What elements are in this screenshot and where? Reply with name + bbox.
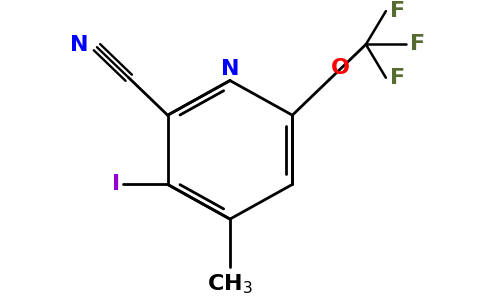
Text: O: O [331, 58, 350, 78]
Text: N: N [221, 58, 239, 79]
Text: F: F [410, 34, 425, 54]
Text: CH$_3$: CH$_3$ [207, 272, 253, 296]
Text: N: N [71, 35, 89, 55]
Text: F: F [390, 1, 405, 21]
Text: F: F [390, 68, 405, 88]
Text: I: I [111, 174, 120, 194]
